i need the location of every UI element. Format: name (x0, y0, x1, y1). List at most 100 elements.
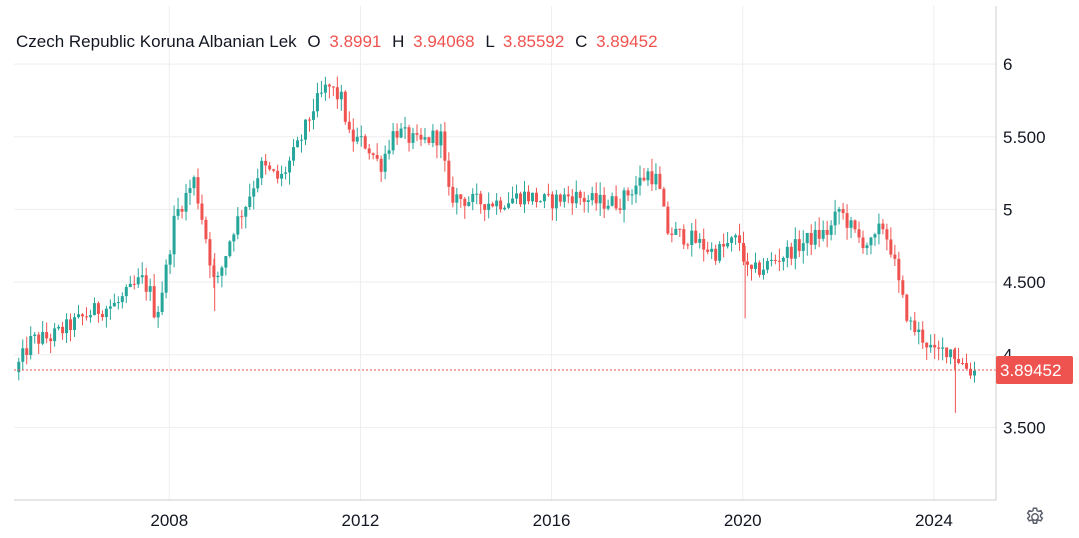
candle-body (833, 211, 837, 226)
candle-body (897, 258, 901, 281)
candle-body (773, 259, 777, 261)
last-price-badge-bg (996, 356, 1073, 385)
candle-body (204, 219, 208, 240)
candle-body (710, 248, 714, 252)
candle-body (335, 87, 339, 100)
y-tick-label: 4 (1003, 346, 1012, 365)
candle-body (479, 193, 483, 205)
candle-body (168, 254, 172, 265)
candle-body (841, 209, 845, 214)
candle-body (945, 347, 949, 358)
candle-body (590, 193, 594, 201)
candle-body (905, 294, 909, 321)
candle-body (339, 91, 343, 100)
candle-body (761, 269, 765, 275)
y-tick-label: 5.500 (1003, 128, 1046, 147)
candle-body (837, 209, 841, 212)
candle-body (542, 194, 546, 202)
candle-body (714, 248, 718, 261)
candle-body (92, 303, 96, 316)
x-tick-label: 2020 (724, 511, 762, 530)
candle-body (658, 173, 662, 189)
candle-body (419, 134, 423, 140)
candle-body (925, 342, 929, 348)
candle-body (678, 228, 682, 230)
candle-body (276, 170, 280, 179)
candle-body (303, 119, 307, 140)
candle-body (367, 148, 371, 154)
candle-body (264, 160, 268, 166)
candle-body (327, 84, 331, 87)
candle-body (702, 238, 706, 250)
candle-body (742, 242, 746, 262)
gear-icon[interactable] (1024, 506, 1046, 528)
candle-body (383, 153, 387, 172)
candle-body (260, 160, 264, 179)
candle-body (901, 280, 905, 295)
candle-body (777, 260, 781, 262)
candle-body (829, 225, 833, 235)
candles (17, 76, 976, 413)
candle-body (869, 237, 873, 246)
candle-body (248, 196, 252, 208)
candle-body (753, 262, 757, 269)
candle-body (718, 244, 722, 261)
candle-body (817, 229, 821, 239)
candle-body (152, 286, 156, 318)
candle-body (232, 234, 236, 242)
candle-body (913, 320, 917, 332)
candle-body (212, 265, 216, 278)
candle-body (140, 275, 144, 278)
candle-body (949, 349, 953, 358)
candle-body (630, 194, 634, 196)
legend-high-value: 3.94068 (413, 32, 475, 51)
candle-body (781, 257, 785, 262)
candle-body (77, 314, 81, 318)
candle-body (128, 283, 132, 288)
candle-body (933, 344, 937, 348)
candle-body (148, 286, 152, 292)
legend-close-value: 3.89452 (596, 32, 658, 51)
candle-body (415, 133, 419, 135)
candle-body (359, 136, 363, 138)
legend-open-value: 3.8991 (329, 32, 382, 51)
candle-body (483, 204, 487, 210)
candle-body (618, 208, 622, 210)
candle-body (885, 229, 889, 240)
candle-body (606, 205, 610, 209)
candle-body (757, 262, 761, 275)
candle-body (734, 235, 738, 238)
candle-body (626, 190, 630, 196)
candle-body (108, 306, 112, 309)
candle-body (104, 308, 108, 318)
candle-body (268, 165, 272, 170)
candle-body (917, 329, 921, 332)
candle-body (467, 202, 471, 206)
candle-body (546, 194, 550, 196)
candle-body (164, 264, 168, 293)
candle-body (530, 192, 534, 202)
candle-body (351, 129, 355, 142)
candle-body (749, 264, 753, 269)
candle-body (861, 237, 865, 249)
candle-body (726, 242, 730, 247)
candle-body (443, 131, 447, 161)
candle-body (941, 347, 945, 349)
candle-body (972, 370, 976, 376)
candle-body (431, 130, 435, 143)
candle-body (471, 193, 475, 203)
candle-body (451, 186, 455, 203)
candle-body (423, 137, 427, 140)
candle-body (73, 317, 77, 330)
candle-body (208, 239, 212, 266)
candle-body (566, 194, 570, 197)
last-price-badge-label: 3.89452 (1000, 361, 1061, 380)
candle-body (491, 203, 495, 207)
candle-body (574, 191, 578, 204)
candle-body (953, 349, 957, 359)
candle-body (642, 177, 646, 181)
legend-close-label: C (575, 32, 588, 51)
legend: Czech Republic Koruna Albanian Lek O 3.8… (16, 32, 658, 52)
legend-high-label: H (392, 32, 405, 51)
candle-body (29, 335, 33, 356)
